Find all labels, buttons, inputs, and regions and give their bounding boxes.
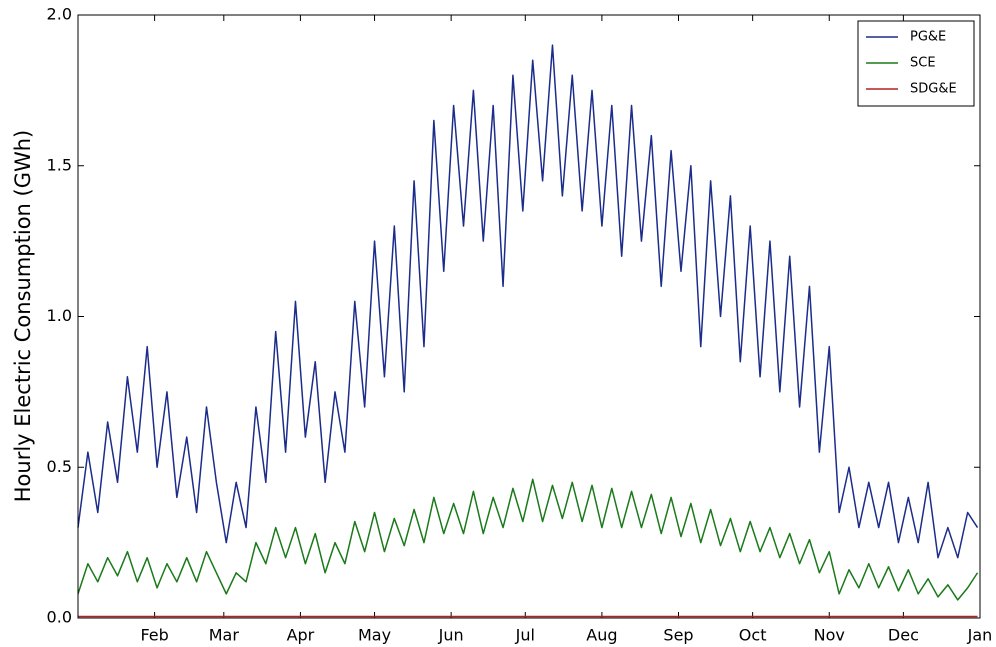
y-tick-label: 1.0 bbox=[47, 306, 72, 325]
y-axis-label: Hourly Electric Consumption (GWh) bbox=[11, 130, 35, 503]
x-tick-label: Nov bbox=[814, 626, 845, 645]
series-line bbox=[77, 44, 979, 559]
legend-label: SDG&E bbox=[910, 82, 957, 97]
y-tick-label: 0.0 bbox=[47, 608, 72, 627]
x-tick-label: Feb bbox=[140, 626, 168, 645]
x-tick-label: Dec bbox=[888, 626, 919, 645]
series-line bbox=[77, 478, 979, 601]
x-tick-label: Mar bbox=[209, 626, 240, 645]
y-tick-label: 2.0 bbox=[47, 5, 72, 24]
x-tick-label: Oct bbox=[739, 626, 767, 645]
x-tick-label: May bbox=[358, 626, 391, 645]
y-tick-label: 0.5 bbox=[47, 457, 72, 476]
legend-label: SCE bbox=[910, 56, 936, 71]
legend-label: PG&E bbox=[910, 30, 946, 45]
x-tick-label: Sep bbox=[663, 626, 693, 645]
x-tick-label: Jan bbox=[967, 626, 993, 645]
x-tick-label: Aug bbox=[586, 626, 617, 645]
x-tick-label: Jun bbox=[438, 626, 464, 645]
x-tick-label: Jul bbox=[515, 626, 535, 645]
plot-frame bbox=[77, 14, 981, 619]
y-tick-label: 1.5 bbox=[47, 155, 72, 174]
x-tick-label: Apr bbox=[287, 626, 315, 645]
